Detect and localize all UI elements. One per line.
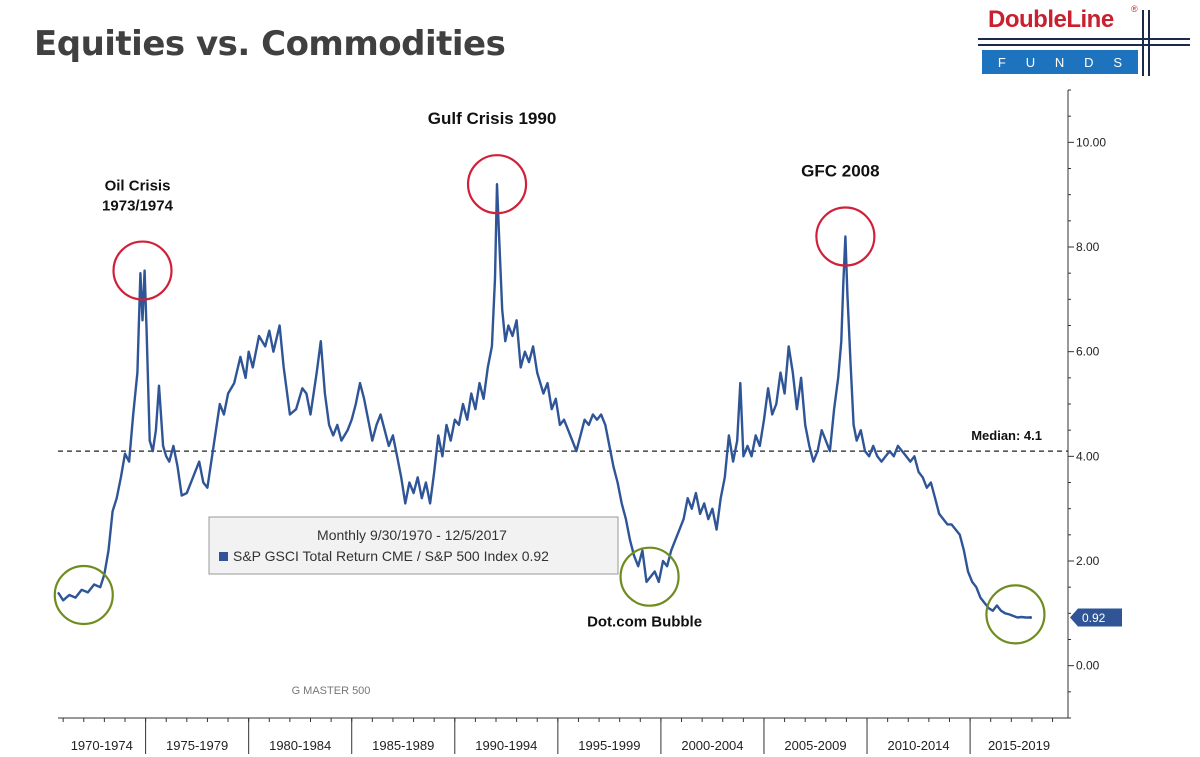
x-period-label: 2005-2009 [784, 738, 846, 753]
legend-box: Monthly 9/30/1970 - 12/5/2017 S&P GSCI To… [208, 516, 619, 575]
median-layer: Median: 4.1 [58, 428, 1068, 452]
last-value-tag [1070, 608, 1122, 627]
legend-date-range: Monthly 9/30/1970 - 12/5/2017 [317, 527, 507, 543]
x-period-label: 1975-1979 [166, 738, 228, 753]
logo-letter: S [1113, 54, 1123, 70]
logo-funds-bar: F U N D S [982, 50, 1138, 74]
legend-swatch [219, 552, 228, 561]
y-tick-label: 8.00 [1076, 240, 1100, 254]
logo-rule-vertical-2 [1148, 10, 1150, 76]
x-period-label: 1995-1999 [578, 738, 640, 753]
y-tick-label: 4.00 [1076, 449, 1100, 463]
y-tick-label: 10.00 [1076, 135, 1106, 149]
annotation-label: Dot.com Bubble [587, 614, 702, 631]
logo-letter: D [1084, 54, 1094, 70]
highlight-circle [112, 240, 173, 301]
highlight-circle [619, 546, 680, 607]
series-layer [56, 183, 1032, 620]
highlight-circle [53, 564, 114, 626]
logo-rule-horizontal-2 [978, 44, 1190, 46]
logo-letter: F [997, 54, 1006, 70]
logo-rule-horizontal-1 [978, 38, 1190, 40]
logo-letter: U [1025, 54, 1036, 70]
x-period-label: 1990-1994 [475, 738, 537, 753]
x-period-label: 1985-1989 [372, 738, 434, 753]
logo-brand: DoubleLine [988, 6, 1114, 33]
x-period-label: 1970-1974 [71, 738, 133, 753]
annotation-label: 1973/1974 [102, 198, 174, 215]
annotation-label: Oil Crisis [105, 178, 171, 195]
series-last-point [1028, 616, 1032, 620]
x-period-label: 2010-2014 [887, 738, 949, 753]
highlight-circle [466, 154, 528, 215]
page-title: Equities vs. Commodities [34, 24, 506, 64]
x-period-label: 1980-1984 [269, 738, 331, 753]
chart-axes: 0.00 2.00 4.00 6.00 8.00 10.00 1970-1974 1975-1… [58, 89, 1122, 754]
annotation-label: GFC 2008 [801, 162, 879, 181]
logo-registered-mark: ® [1131, 4, 1138, 14]
series-line [56, 183, 1031, 619]
annotation-label: Gulf Crisis 1990 [428, 109, 557, 128]
logo-letter: N [1054, 54, 1065, 70]
doubleline-logo: DoubleLine ® F U N D S [978, 4, 1190, 76]
annotation-layer: Oil Crisis 1973/1974 Gulf Crisis 1990 GFC 2… [53, 109, 1046, 645]
watermark-text: G MASTER 500 [292, 685, 371, 697]
y-tick-label: 6.00 [1076, 345, 1100, 359]
last-value-label: 0.92 [1082, 611, 1106, 625]
highlight-circle [815, 206, 876, 267]
x-period-label: 2015-2019 [988, 738, 1050, 753]
legend-series-label: S&P GSCI Total Return CME / S&P 500 Inde… [233, 548, 549, 564]
y-tick-label: 0.00 [1076, 659, 1100, 673]
highlight-circle [985, 584, 1046, 645]
median-label: Median: 4.1 [971, 428, 1042, 443]
y-tick-label: 2.00 [1076, 554, 1100, 568]
logo-rule-vertical-1 [1142, 10, 1144, 76]
x-period-label: 2000-2004 [681, 738, 743, 753]
legend-frame [208, 516, 619, 575]
